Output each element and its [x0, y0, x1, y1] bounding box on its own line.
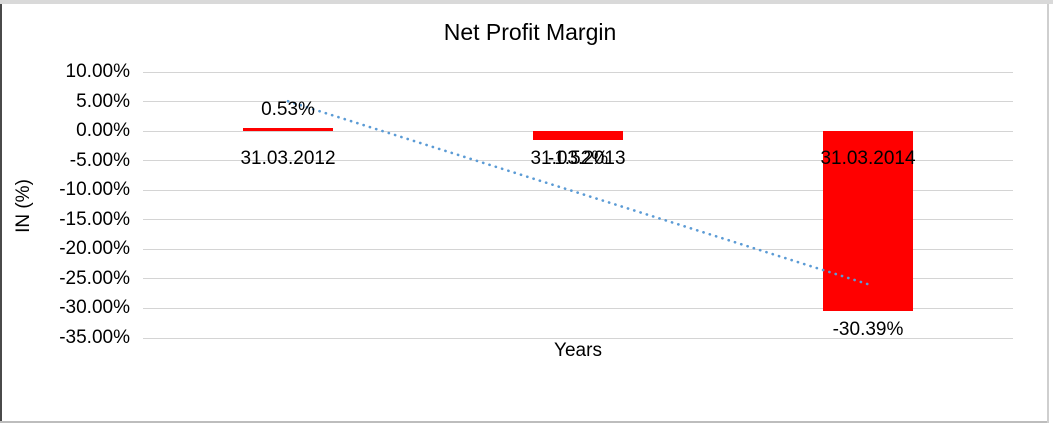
- gridline: [143, 307, 1013, 309]
- chart-border-right: [1047, 4, 1049, 423]
- y-tick-label: -20.00%: [59, 238, 130, 260]
- y-tick-label: 5.00%: [76, 90, 130, 112]
- bar-31.03.2012: [243, 127, 333, 132]
- gridline: [143, 189, 1013, 191]
- gridline: [143, 71, 1013, 73]
- gridline: [143, 219, 1013, 221]
- x-axis-title: Years: [554, 340, 602, 361]
- y-tick-label: -15.00%: [59, 208, 130, 230]
- gridline: [143, 278, 1013, 280]
- y-tick-label: -35.00%: [59, 327, 130, 348]
- gridline: [143, 160, 1013, 162]
- trendline: [286, 99, 870, 286]
- gridline: [143, 337, 1013, 339]
- y-tick-label: 10.00%: [65, 61, 130, 82]
- y-tick-label: 0.00%: [76, 120, 130, 142]
- chart-border-top: [0, 0, 1053, 4]
- gridline: [143, 101, 1013, 103]
- category-label: 31.03.2013: [530, 148, 626, 170]
- bar-31.03.2014: [823, 131, 913, 311]
- y-tick-label: -30.00%: [59, 297, 130, 319]
- y-tick-label: -10.00%: [59, 179, 130, 201]
- value-label: -1.52%: [547, 148, 609, 170]
- chart-border-left: [0, 4, 2, 423]
- plot-area: 31.03.2012 0.53% 31.03.2013 -1.52% 31.03.201…: [143, 71, 1013, 340]
- value-label: 0.53%: [261, 98, 315, 120]
- category-label: 31.03.2014: [820, 148, 916, 170]
- gridline: [143, 248, 1013, 250]
- y-tick-label: -25.00%: [59, 267, 130, 289]
- chart-border-bottom: [0, 421, 1049, 423]
- chart-title: Net Profit Margin: [443, 19, 617, 45]
- category-label: 31.03.2012: [240, 148, 336, 170]
- y-tick-label: -5.00%: [69, 149, 130, 171]
- value-label: -30.39%: [832, 318, 904, 340]
- bar-31.03.2013: [533, 131, 623, 141]
